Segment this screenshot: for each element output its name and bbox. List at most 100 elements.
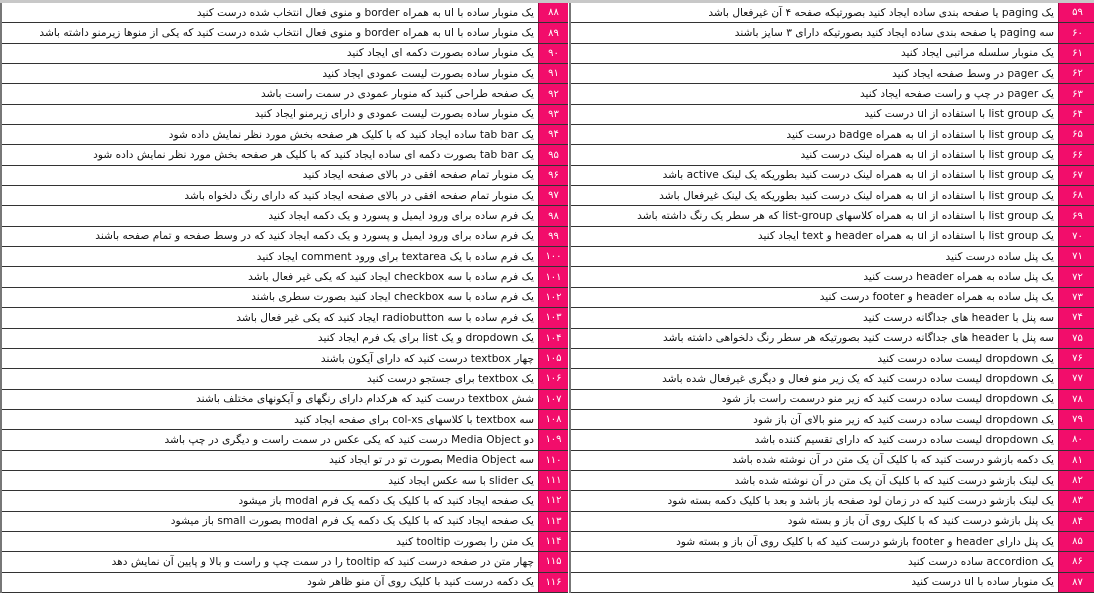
table-row: ۸۶ یک accordion ساده درست کنید [571, 552, 1094, 573]
table-row: ۱۰۱ یک فرم ساده با سه checkbox ایجاد کنید… [2, 267, 568, 288]
table-row: ۱۱۶ یک دکمه درست کنید با کلیک روی آن منو … [2, 572, 568, 593]
row-number: ۷۱ [1058, 247, 1094, 267]
row-text: یک دکمه بازشو درست کنید که با کلیک آن یک… [571, 450, 1058, 470]
row-text: یک pager در وسط صفحه ایجاد کنید [571, 64, 1058, 84]
row-number: ۱۰۱ [538, 267, 568, 287]
row-text: یک پنل بازشو درست کنید که با کلیک روی آن… [571, 511, 1058, 531]
row-text: یک paging یا صفحه بندی ساده ایجاد کنید ب… [571, 3, 1058, 23]
table-row: ۸۴ یک پنل بازشو درست کنید که با کلیک روی … [571, 511, 1094, 532]
row-text: یک accordion ساده درست کنید [571, 552, 1058, 572]
table-row: ۹۶ یک منوبار تمام صفحه افقی در بالای صفحه… [2, 165, 568, 187]
row-text: سه Media Object بصورت تو در تو ایجاد کنی… [2, 450, 538, 470]
row-text: یک dropdown و یک list برای یک فرم ایجاد … [2, 328, 538, 348]
row-number: ۱۱۵ [538, 552, 568, 572]
row-text: یک منوبار ساده بصورت لیست عمودی و دارای … [2, 104, 538, 125]
table-row: ۱۰۵ چهار textbox درست کنید که دارای آیکون… [2, 348, 568, 370]
row-text: یک pager در چپ و راست صفحه ایجاد کنید [571, 84, 1058, 104]
table-row: ۹۵ یک tab bar بصورت دکمه ای ساده ایجاد کن… [2, 145, 568, 166]
row-text: سه textbox با کلاسهای col-xs برای صفحه ا… [2, 409, 538, 430]
row-text: یک متن را بصورت tooltip کنید [2, 531, 538, 552]
row-number: ۹۷ [538, 186, 568, 206]
table-row: ۱۰۴ یک dropdown و یک list برای یک فرم ایج… [2, 328, 568, 349]
row-text: یک لینک بازشو درست کنید که با کلیک آن یک… [571, 470, 1058, 491]
row-number: ۷۵ [1058, 328, 1094, 348]
table-row: ۸۵ یک پنل دارای header و footer بازشو درس… [571, 531, 1094, 553]
row-number: ۸۷ [1058, 572, 1094, 592]
row-number: ۶۲ [1058, 64, 1094, 84]
table-row: ۱۰۹ دو Media Object درست کنید که یکی عکس … [2, 430, 568, 451]
row-number: ۱۰۶ [538, 369, 568, 389]
table-row: ۷۶ یک dropdown لیست ساده درست کنید [571, 348, 1094, 370]
row-number: ۸۴ [1058, 511, 1094, 531]
table-row: ۷۳ یک پنل ساده به همراه header و footer د… [571, 287, 1094, 309]
table-row: ۹۴ یک tab bar ساده ایجاد کنید که با کلیک … [2, 125, 568, 146]
row-text: یک منوبار ساده بصورت لیست عمودی ایجاد کن… [2, 64, 538, 84]
table-row: ۷۱ یک پنل ساده درست کنید [571, 247, 1094, 268]
row-text: یک پنل ساده به همراه header و footer درس… [571, 287, 1058, 308]
table-row: ۷۲ یک پنل ساده به همراه header درست کنید [571, 267, 1094, 288]
row-number: ۸۶ [1058, 552, 1094, 572]
row-text: یک فرم ساده با سه checkbox ایجاد کنید بص… [2, 287, 538, 308]
row-number: ۹۰ [538, 43, 568, 64]
row-number: ۱۰۹ [538, 430, 568, 450]
row-text: یک tab bar ساده ایجاد کنید که با کلیک هر… [2, 125, 538, 145]
row-text: یک list group با استفاده از ul به همراه … [571, 165, 1058, 186]
table-row: ۱۰۶ یک textbox برای جستجو درست کنید [2, 369, 568, 390]
row-text: یک منوبار سلسله مراتبی ایجاد کنید [571, 43, 1058, 64]
row-text: یک پنل ساده به همراه header درست کنید [571, 267, 1058, 287]
table-row: ۶۸ یک list group با استفاده از ul به همرا… [571, 186, 1094, 207]
table-row: ۸۰ یک dropdown لیست ساده درست کنید که دار… [571, 430, 1094, 451]
row-number: ۹۴ [538, 125, 568, 145]
row-text: یک فرم ساده برای ورود ایمیل و پسورد و یک… [2, 206, 538, 226]
row-number: ۶۶ [1058, 145, 1094, 165]
row-text: یک dropdown لیست ساده درست کنید [571, 348, 1058, 369]
table-row: ۶۷ یک list group با استفاده از ul به همرا… [571, 165, 1094, 187]
table-row: ۱۱۲ یک صفحه ایجاد کنید که با کلیک یک دکمه… [2, 491, 568, 512]
table-row: ۱۱۱ یک slider با سه عکس ایجاد کنید [2, 470, 568, 492]
table-row: ۹۰ یک منوبار ساده بصورت دکمه ای ایجاد کنی… [2, 43, 568, 65]
table-row: ۹۷ یک منوبار تمام صفحه افقی در بالای صفحه… [2, 186, 568, 207]
table-row: ۶۱ یک منوبار سلسله مراتبی ایجاد کنید [571, 43, 1094, 65]
table-row: ۱۱۵ چهار متن در صفحه درست کنید که tooltip… [2, 552, 568, 573]
table-row: ۸۳ یک لینک بازشو درست کنید که در زمان لود… [571, 491, 1094, 512]
table-row: ۷۵ سه پنل با header های جداگانه درست کنید… [571, 328, 1094, 349]
table-row: ۵۹ یک paging یا صفحه بندی ساده ایجاد کنید… [571, 3, 1094, 24]
row-text: چهار متن در صفحه درست کنید که tooltip را… [2, 552, 538, 572]
table-row: ۱۰۷ شش textbox درست کنید که هرکدام دارای … [2, 389, 568, 410]
table-row: ۱۱۰ سه Media Object بصورت تو در تو ایجاد … [2, 450, 568, 471]
row-text: یک فرم ساده با سه radiobutton ایجاد کنید… [2, 308, 538, 328]
row-number: ۶۳ [1058, 84, 1094, 104]
row-text: چهار textbox درست کنید که دارای آیکون با… [2, 348, 538, 369]
row-number: ۱۱۱ [538, 470, 568, 491]
row-number: ۸۱ [1058, 450, 1094, 470]
row-number: ۱۰۴ [538, 328, 568, 348]
row-number: ۷۷ [1058, 369, 1094, 389]
table-row: ۱۰۰ یک فرم ساده با یک textarea برای ورود … [2, 247, 568, 268]
row-text: یک پنل دارای header و footer بازشو درست … [571, 531, 1058, 552]
row-number: ۹۲ [538, 84, 568, 104]
table-row: ۸۲ یک لینک بازشو درست کنید که با کلیک آن … [571, 470, 1094, 492]
row-number: ۶۱ [1058, 43, 1094, 64]
row-number: ۸۹ [538, 23, 568, 43]
table-row: ۸۱ یک دکمه بازشو درست کنید که با کلیک آن … [571, 450, 1094, 471]
row-text: سه paging یا صفحه بندی ساده ایجاد کنید ب… [571, 23, 1058, 43]
table-row: ۹۹ یک فرم ساده برای ورود ایمیل و پسورد و … [2, 226, 568, 248]
exercise-table-right: ۵۹ یک paging یا صفحه بندی ساده ایجاد کنید… [569, 3, 1094, 593]
row-number: ۶۵ [1058, 125, 1094, 145]
row-number: ۸۰ [1058, 430, 1094, 450]
row-text: یک فرم ساده برای ورود ایمیل و پسورد و یک… [2, 226, 538, 247]
table-row: ۸۹ یک منوبار ساده با ul به همراه border و… [2, 23, 568, 44]
table-row: ۶۴ یک list group با استفاده از ul درست کن… [571, 104, 1094, 126]
row-text: یک صفحه طراحی کنید که منوبار عمودی در سم… [2, 84, 538, 104]
row-text: یک صفحه ایجاد کنید که با کلیک یک دکمه یک… [2, 491, 538, 511]
table-row: ۶۵ یک list group با استفاده از ul به همرا… [571, 125, 1094, 146]
table-row: ۶۶ یک list group با استفاده از ul به همرا… [571, 145, 1094, 166]
row-text: یک dropdown لیست ساده درست کنید که زیر م… [571, 389, 1058, 409]
table-row: ۹۳ یک منوبار ساده بصورت لیست عمودی و دارا… [2, 104, 568, 126]
row-number: ۱۰۵ [538, 348, 568, 369]
row-text: یک پنل ساده درست کنید [571, 247, 1058, 267]
row-number: ۹۳ [538, 104, 568, 125]
table-row: ۱۰۸ سه textbox با کلاسهای col-xs برای صفح… [2, 409, 568, 431]
row-number: ۸۸ [538, 3, 568, 23]
row-number: ۷۴ [1058, 308, 1094, 328]
